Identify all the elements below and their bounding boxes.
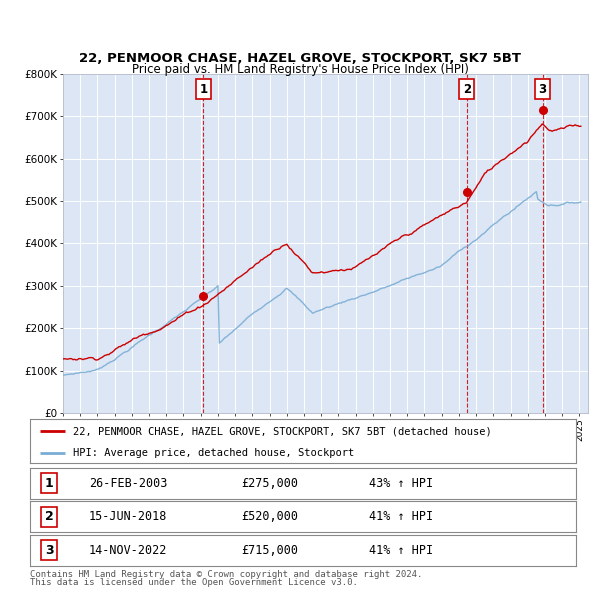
Text: Price paid vs. HM Land Registry's House Price Index (HPI): Price paid vs. HM Land Registry's House …	[131, 63, 469, 76]
Text: 26-FEB-2003: 26-FEB-2003	[89, 477, 167, 490]
Text: £715,000: £715,000	[242, 544, 299, 557]
Text: 1: 1	[45, 477, 53, 490]
Text: 22, PENMOOR CHASE, HAZEL GROVE, STOCKPORT, SK7 5BT: 22, PENMOOR CHASE, HAZEL GROVE, STOCKPOR…	[79, 53, 521, 65]
Text: 41% ↑ HPI: 41% ↑ HPI	[369, 510, 433, 523]
Text: 3: 3	[539, 83, 547, 96]
Text: £520,000: £520,000	[242, 510, 299, 523]
Text: 2: 2	[45, 510, 53, 523]
Text: £275,000: £275,000	[242, 477, 299, 490]
Text: 1: 1	[199, 83, 208, 96]
Text: 15-JUN-2018: 15-JUN-2018	[89, 510, 167, 523]
Text: 43% ↑ HPI: 43% ↑ HPI	[369, 477, 433, 490]
Text: Contains HM Land Registry data © Crown copyright and database right 2024.: Contains HM Land Registry data © Crown c…	[30, 570, 422, 579]
Text: 22, PENMOOR CHASE, HAZEL GROVE, STOCKPORT, SK7 5BT (detached house): 22, PENMOOR CHASE, HAZEL GROVE, STOCKPOR…	[73, 427, 491, 436]
Text: This data is licensed under the Open Government Licence v3.0.: This data is licensed under the Open Gov…	[30, 578, 358, 587]
Text: 3: 3	[45, 544, 53, 557]
Text: 14-NOV-2022: 14-NOV-2022	[89, 544, 167, 557]
Text: 41% ↑ HPI: 41% ↑ HPI	[369, 544, 433, 557]
Text: 2: 2	[463, 83, 471, 96]
Text: HPI: Average price, detached house, Stockport: HPI: Average price, detached house, Stoc…	[73, 448, 354, 458]
